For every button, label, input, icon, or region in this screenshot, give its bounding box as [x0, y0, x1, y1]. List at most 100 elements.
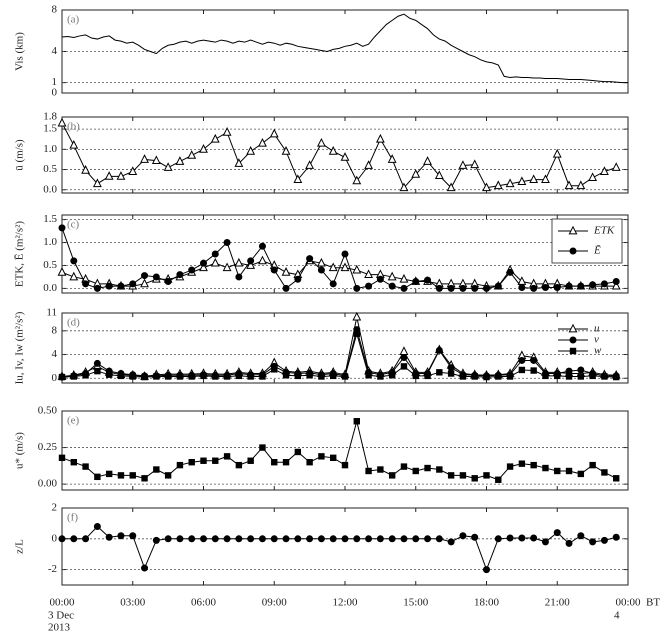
- marker-triangle: [568, 225, 578, 235]
- marker-square: [58, 373, 66, 381]
- marker-triangle: [387, 154, 397, 163]
- marker-triangle: [151, 155, 161, 165]
- y-axis-label: ETK, Ē (m²/s²): [14, 221, 26, 288]
- marker-triangle: [258, 137, 267, 147]
- marker-triangle: [328, 262, 338, 272]
- marker-square: [483, 472, 490, 479]
- marker-circle: [341, 250, 349, 258]
- x-tick-label: 03:00: [120, 597, 146, 609]
- marker-triangle: [199, 144, 208, 153]
- marker-square: [518, 460, 526, 467]
- marker-square: [247, 373, 254, 380]
- marker-square: [271, 366, 278, 373]
- marker-square: [447, 472, 455, 479]
- marker-circle: [164, 535, 172, 543]
- marker-square: [141, 373, 148, 381]
- marker-circle: [200, 535, 207, 543]
- marker-triangle: [411, 169, 421, 178]
- marker-circle: [164, 278, 172, 286]
- marker-triangle: [364, 160, 373, 169]
- marker-circle: [569, 336, 577, 344]
- marker-triangle: [576, 180, 586, 190]
- marker-square: [200, 372, 207, 380]
- marker-circle: [565, 367, 573, 375]
- marker-triangle: [352, 311, 362, 321]
- marker-circle: [200, 259, 207, 267]
- y-tick-label: 0.5: [43, 259, 57, 271]
- marker-square: [601, 469, 608, 476]
- marker-circle: [506, 268, 514, 276]
- marker-circle: [388, 282, 396, 290]
- marker-triangle: [352, 175, 362, 185]
- marker-square: [94, 367, 101, 375]
- marker-circle: [447, 538, 455, 546]
- marker-triangle: [317, 137, 326, 147]
- marker-square: [341, 373, 349, 380]
- marker-triangle: [328, 146, 338, 155]
- marker-square: [330, 454, 337, 462]
- marker-square: [569, 347, 577, 355]
- marker-square: [459, 373, 467, 380]
- marker-triangle: [588, 172, 598, 182]
- marker-square: [436, 369, 443, 376]
- marker-triangle: [470, 159, 480, 169]
- x-tick-label: 06:00: [191, 597, 217, 609]
- marker-circle: [294, 535, 302, 543]
- marker-circle: [483, 566, 490, 574]
- marker-circle: [471, 284, 479, 292]
- marker-circle: [518, 283, 526, 291]
- marker-triangle: [340, 262, 350, 272]
- legend-label: w: [594, 345, 602, 357]
- marker-circle: [376, 275, 384, 283]
- marker-square: [495, 476, 502, 483]
- marker-square: [613, 475, 620, 482]
- marker-circle: [565, 539, 573, 547]
- marker-circle: [388, 535, 396, 543]
- marker-triangle: [505, 178, 515, 188]
- marker-square: [330, 372, 337, 380]
- y-tick-label: 1.0: [43, 236, 57, 248]
- marker-square: [436, 466, 443, 473]
- marker-circle: [93, 359, 101, 367]
- marker-circle: [376, 535, 384, 543]
- marker-triangle: [199, 262, 208, 272]
- marker-triangle: [281, 267, 291, 276]
- marker-triangle: [175, 156, 185, 165]
- marker-triangle: [187, 150, 197, 159]
- panel-label: (b): [67, 121, 80, 133]
- marker-circle: [141, 272, 149, 280]
- marker-square: [129, 373, 136, 380]
- marker-square: [424, 372, 431, 380]
- panel-label: (c): [67, 219, 80, 231]
- y-tick-label: 1.5: [43, 213, 57, 225]
- marker-triangle: [600, 166, 609, 175]
- y-axis-label: u* (m/s): [14, 432, 26, 469]
- marker-triangle: [552, 148, 562, 158]
- marker-triangle: [517, 176, 527, 186]
- marker-circle: [152, 273, 160, 281]
- marker-triangle: [529, 174, 539, 184]
- marker-square: [223, 453, 231, 460]
- x-tick-label: 09:00: [262, 597, 288, 609]
- marker-square: [129, 472, 136, 479]
- marker-square: [447, 370, 455, 377]
- marker-circle: [589, 538, 597, 546]
- y-tick-label: 0.5: [43, 163, 57, 175]
- marker-circle: [129, 532, 137, 540]
- panel-label: (d): [67, 317, 80, 329]
- marker-square: [70, 459, 77, 466]
- x-tick-label: 00:00: [615, 597, 641, 609]
- marker-square: [471, 475, 478, 482]
- marker-triangle: [564, 180, 574, 190]
- y-axis-label: Iu, Iv, Iw (m²/s²): [14, 311, 26, 384]
- marker-circle: [93, 284, 101, 292]
- marker-square: [554, 372, 561, 380]
- marker-triangle: [222, 262, 232, 272]
- x-tick-label: 00:00: [49, 597, 75, 609]
- marker-circle: [341, 535, 349, 543]
- plot-frame: [61, 312, 629, 384]
- marker-square: [365, 467, 372, 475]
- marker-square: [176, 373, 184, 380]
- marker-circle: [471, 533, 479, 541]
